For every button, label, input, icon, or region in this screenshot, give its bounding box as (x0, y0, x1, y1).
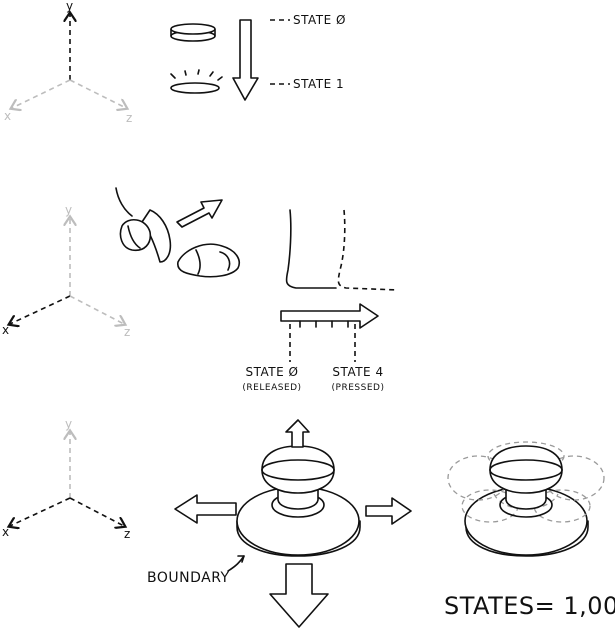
button-pressed (170, 69, 223, 94)
joystick-states (447, 441, 605, 557)
axis-y-label: y (65, 203, 72, 217)
boundary-leader-tip (237, 555, 245, 563)
axis-y-label: y (65, 417, 72, 431)
direction-arrows (174, 419, 412, 628)
press-arrow (232, 19, 259, 101)
panel-1: y x z STATE Ø STATE 1 (4, 0, 346, 125)
joystick (236, 445, 361, 557)
axis-triad-2: y x z (2, 203, 130, 339)
boundary-leader (227, 555, 245, 572)
label-pressed: (PRESSED) (332, 383, 385, 393)
trigger-outline (285, 209, 399, 291)
boundary-label: BOUNDARY (147, 570, 230, 586)
panel-2: y x z STATE Ø (RELEASED) STATE (2, 187, 399, 393)
label-released: (RELEASED) (242, 383, 301, 393)
button-released (170, 23, 216, 42)
axis-y-label: y (66, 0, 73, 13)
axis-x-label: x (4, 109, 11, 123)
axis-z-label: z (124, 325, 130, 339)
axis-z-label: z (126, 111, 132, 125)
panel-3: y x z BOUNDARY (2, 417, 615, 628)
label-state-0: STATE Ø (293, 13, 346, 27)
label-state-4: STATE 4 (332, 365, 383, 379)
axis-x-label: x (2, 525, 9, 539)
finger-sketch (115, 187, 240, 278)
motion-arrow (176, 199, 223, 228)
label-state-1: STATE 1 (293, 77, 344, 91)
axis-triad-1: y x z (4, 0, 132, 125)
travel-arrow (280, 303, 379, 329)
states-count-label: STATES= 1,000's (444, 592, 615, 620)
axis-triad-3: y x z (2, 417, 130, 541)
axis-z-label: z (124, 527, 130, 541)
axis-x-label: x (2, 323, 9, 337)
label-state-0: STATE Ø (246, 365, 299, 379)
